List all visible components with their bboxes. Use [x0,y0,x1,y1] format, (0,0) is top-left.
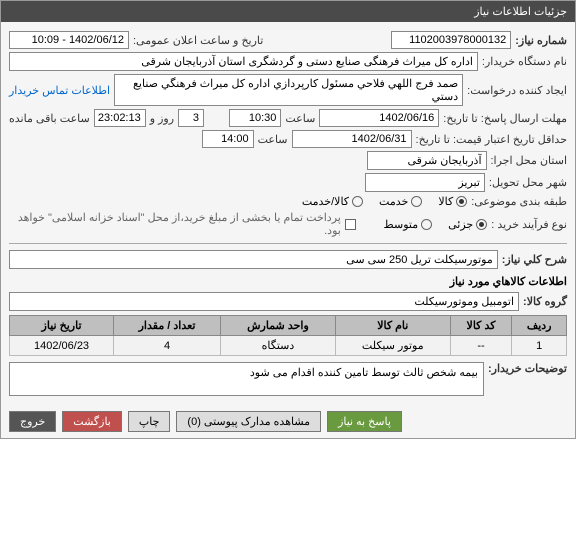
lbl-time-suffix: ساعت باقی مانده [9,112,90,125]
td-date: 1402/06/23 [10,336,114,356]
radio-medium-label: متوسط [384,218,419,231]
val-buyer-notes: بیمه شخص ثالث توسط تامین کننده اقدام می … [9,362,484,396]
val-delivery-city: تبریز [365,173,485,192]
lbl-purchase-type: نوع فرآیند خرید : [491,218,567,231]
td-code: -- [450,336,512,356]
lbl-saat1: ساعت [285,112,315,125]
need-details-panel: جزئیات اطلاعات نیاز شماره نیاز: 11020039… [0,0,576,439]
val-validity-time: 14:00 [202,130,254,148]
form-body: شماره نیاز: 1102003978000132 تاریخ و ساع… [1,22,575,405]
lbl-goods-group: گروه کالا: [523,295,567,308]
radio-gs-dot [352,196,363,207]
lbl-buyer-org: نام دستگاه خریدار: [482,55,567,68]
lbl-announce-dt: تاریخ و ساعت اعلان عمومی: [133,34,263,47]
goods-info-title: اطلاعات كالاهاي مورد نياز [9,275,567,288]
chk-treasury[interactable] [345,219,356,230]
val-deadline-time: 10:30 [229,109,281,127]
td-qty: 4 [114,336,221,356]
val-exec-province: آذربایجان شرقی [367,151,487,170]
table-header-row: ردیف کد کالا نام کالا واحد شمارش تعداد /… [10,316,567,336]
attachments-button[interactable]: مشاهده مدارک پیوستی (0) [176,411,321,432]
contact-link[interactable]: اطلاعات تماس خریدار [9,84,110,97]
radio-goods-dot [456,196,467,207]
lbl-deadline: مهلت ارسال پاسخ: تا تاریخ: [443,112,567,125]
td-name: موتور سیکلت [335,336,450,356]
td-unit: دستگاه [221,336,336,356]
lbl-topic-cat: طبقه بندی موضوعی: [471,195,567,208]
radio-service[interactable]: خدمت [379,195,422,208]
radio-small-label: جزئی [448,218,473,231]
td-row: 1 [512,336,567,356]
radio-goods-label: کالا [438,195,453,208]
val-validity-date: 1402/06/31 [292,130,412,148]
lbl-days-suffix: روز و [150,112,174,125]
th-name: نام کالا [335,316,450,336]
val-requester: صمد فرج اللهي فلاحي مسئول كارپردازي ادار… [114,74,463,106]
lbl-requester: ایجاد کننده درخواست: [467,84,567,97]
pay-note: پرداخت تمام یا بخشی از مبلغ خرید،از محل … [9,211,341,237]
radio-service-dot [411,196,422,207]
lbl-need-no: شماره نیاز: [515,34,567,47]
th-qty: تعداد / مقدار [114,316,221,336]
radio-service-label: خدمت [379,195,408,208]
radio-goods[interactable]: کالا [438,195,467,208]
separator [9,243,567,244]
lbl-buyer-notes: توضیحات خریدار: [488,362,567,375]
radio-medium-dot [421,219,432,230]
lbl-need-desc: شرح کلي نياز: [502,253,567,266]
lbl-saat2: ساعت [258,133,288,146]
button-bar: خروج بازگشت چاپ مشاهده مدارک پیوستی (0) … [1,405,575,438]
val-deadline-date: 1402/06/16 [319,109,439,127]
th-row: ردیف [512,316,567,336]
panel-title: جزئیات اطلاعات نیاز [1,1,575,22]
reply-button[interactable]: پاسخ به نیاز [327,411,402,432]
lbl-delivery-city: شهر محل تحویل: [489,176,567,189]
radio-gs-label: کالا/خدمت [302,195,349,208]
radio-goods-service[interactable]: کالا/خدمت [302,195,363,208]
radio-small-dot [476,219,487,230]
val-buyer-org: اداره کل میراث فرهنگی صنایع دستی و گردشگ… [9,52,478,71]
val-need-desc: موتورسیکلت تریل 250 سی سی [9,250,498,269]
goods-table: ردیف کد کالا نام کالا واحد شمارش تعداد /… [9,315,567,356]
radio-medium[interactable]: متوسط [384,218,433,231]
th-code: کد کالا [450,316,512,336]
lbl-min-validity: حداقل تاریخ اعتبار قیمت: تا تاریخ: [416,133,567,146]
val-announce-dt: 1402/06/12 - 10:09 [9,31,129,49]
val-goods-group: اتومبیل وموتورسیکلت [9,292,519,311]
print-button[interactable]: چاپ [128,411,171,432]
val-days-remain: 3 [178,109,204,127]
back-button[interactable]: بازگشت [62,411,122,432]
val-time-remain: 23:02:13 [94,109,146,127]
exit-button[interactable]: خروج [9,411,56,432]
val-need-no: 1102003978000132 [391,31,511,49]
radio-small[interactable]: جزئی [448,218,487,231]
th-date: تاریخ نیاز [10,316,114,336]
table-row[interactable]: 1 -- موتور سیکلت دستگاه 4 1402/06/23 [10,336,567,356]
lbl-exec-province: استان محل اجرا: [491,154,568,167]
th-unit: واحد شمارش [221,316,336,336]
